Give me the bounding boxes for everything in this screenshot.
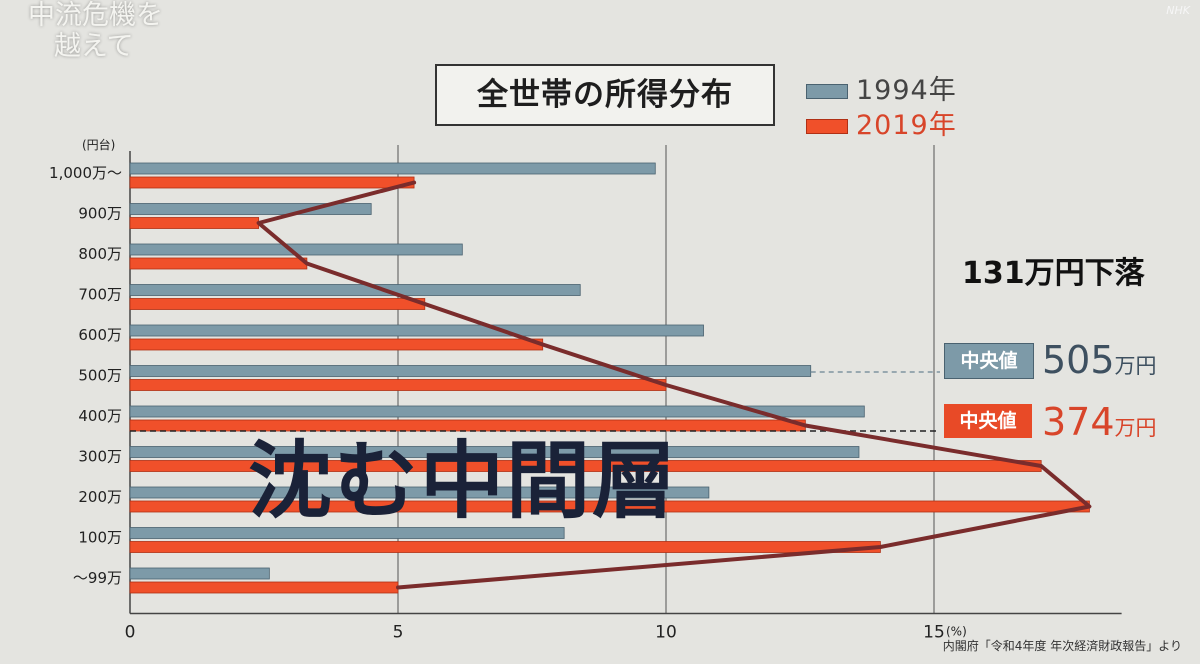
x-tick-label-5: 5: [393, 623, 404, 643]
y-tick-label: 200万: [78, 488, 122, 506]
y-tick-label: 600万: [78, 326, 122, 344]
median-value-2019: 374万円: [1042, 400, 1157, 444]
x-unit-label: (%): [946, 625, 967, 639]
bar-1994: [129, 284, 581, 296]
bar-2019: [129, 298, 426, 310]
y-tick-label: 700万: [78, 286, 122, 304]
legend-label-1994: 1994年: [856, 75, 957, 106]
bar-1994: [129, 365, 812, 377]
legend-label-2019: 2019年: [856, 110, 957, 141]
bar-1994: [129, 162, 656, 175]
chart-title: 全世帯の所得分布: [435, 64, 775, 126]
legend-swatch-1994: [806, 84, 848, 99]
bar-1994: [129, 324, 704, 337]
median-number-2019: 374: [1042, 400, 1115, 444]
legend-entry-1994: 1994年: [806, 68, 957, 107]
bar-2019: [129, 338, 544, 351]
bar-2019: [129, 176, 415, 189]
x-tick-label-0: 0: [125, 623, 136, 643]
y-tick-label: 400万: [78, 407, 122, 425]
bar-1994: [129, 446, 860, 458]
legend-entry-2019: 2019年: [806, 103, 957, 142]
median-value-1994: 505万円: [1042, 338, 1157, 382]
median-badge-2019: 中央値: [944, 404, 1032, 438]
median-unit-1994: 万円: [1114, 354, 1157, 378]
axis-labels: 0 5 10 15 (%) (円台) 1,000万〜 900万 800万 700万 600万 500万…: [49, 137, 967, 643]
median-drop-annotation: 131万円下落: [962, 256, 1145, 291]
program-title-line1: 中流危機を: [28, 0, 163, 31]
source-note: 内閣府「令和4年度 年次経済財政報告」より: [942, 639, 1182, 653]
y-tick-label: 100万: [78, 529, 122, 547]
y-tick-label: 800万: [78, 245, 122, 263]
bar-1994: [129, 405, 865, 418]
bar-1994: [129, 527, 565, 539]
bar-2019: [129, 217, 260, 229]
bar-1994: [129, 203, 372, 215]
median-unit-2019: 万円: [1114, 416, 1157, 440]
y-tick-label: 〜99万: [73, 569, 122, 587]
distribution-outline-2019: [256, 180, 1092, 590]
x-tick-label-15: 15: [923, 623, 945, 643]
bar-2019: [129, 581, 399, 594]
broadcaster-mark: NHK: [1166, 4, 1190, 17]
median-badge-1994: 中央値: [944, 343, 1034, 379]
bar-1994: [129, 486, 710, 499]
y-tick-label: 900万: [78, 205, 122, 223]
distribution-outline: [256, 180, 1092, 590]
y-tick-label: 1,000万〜: [49, 164, 122, 182]
y-unit-label: (円台): [82, 137, 115, 152]
bar-2019: [129, 379, 667, 391]
x-tick-label-10: 10: [655, 623, 677, 643]
headline-text: 沈む中間層: [248, 431, 679, 530]
bar-1994: [129, 567, 270, 580]
bars: [129, 162, 1090, 594]
median-number-1994: 505: [1042, 338, 1115, 382]
bar-2019: [129, 541, 881, 553]
y-tick-label: 300万: [78, 448, 122, 466]
bar-2019: [129, 257, 308, 270]
legend-swatch-2019: [806, 119, 848, 134]
median-lines: [130, 371, 940, 432]
program-logo: 中流危機を 越えて: [28, 0, 163, 62]
program-title-line2: 越えて: [54, 31, 134, 62]
y-tick-label: 500万: [78, 367, 122, 385]
